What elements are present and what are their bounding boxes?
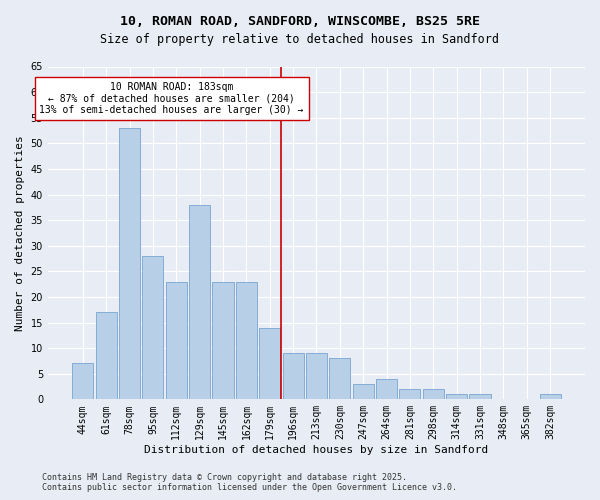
Bar xyxy=(446,394,467,400)
Bar xyxy=(166,282,187,400)
Bar xyxy=(539,394,560,400)
Bar xyxy=(73,364,94,400)
Bar xyxy=(212,282,233,400)
Bar xyxy=(119,128,140,400)
Bar xyxy=(189,205,210,400)
Bar xyxy=(423,389,444,400)
Text: Contains HM Land Registry data © Crown copyright and database right 2025.
Contai: Contains HM Land Registry data © Crown c… xyxy=(42,473,457,492)
Bar xyxy=(283,353,304,400)
X-axis label: Distribution of detached houses by size in Sandford: Distribution of detached houses by size … xyxy=(145,445,488,455)
Text: Size of property relative to detached houses in Sandford: Size of property relative to detached ho… xyxy=(101,32,499,46)
Text: 10, ROMAN ROAD, SANDFORD, WINSCOMBE, BS25 5RE: 10, ROMAN ROAD, SANDFORD, WINSCOMBE, BS2… xyxy=(120,15,480,28)
Bar xyxy=(306,353,327,400)
Bar xyxy=(469,394,491,400)
Bar xyxy=(400,389,421,400)
Text: 10 ROMAN ROAD: 183sqm
← 87% of detached houses are smaller (204)
13% of semi-det: 10 ROMAN ROAD: 183sqm ← 87% of detached … xyxy=(40,82,304,115)
Bar xyxy=(259,328,280,400)
Bar xyxy=(353,384,374,400)
Bar xyxy=(376,379,397,400)
Bar xyxy=(142,256,163,400)
Bar xyxy=(329,358,350,400)
Y-axis label: Number of detached properties: Number of detached properties xyxy=(15,135,25,331)
Bar xyxy=(236,282,257,400)
Bar xyxy=(95,312,117,400)
